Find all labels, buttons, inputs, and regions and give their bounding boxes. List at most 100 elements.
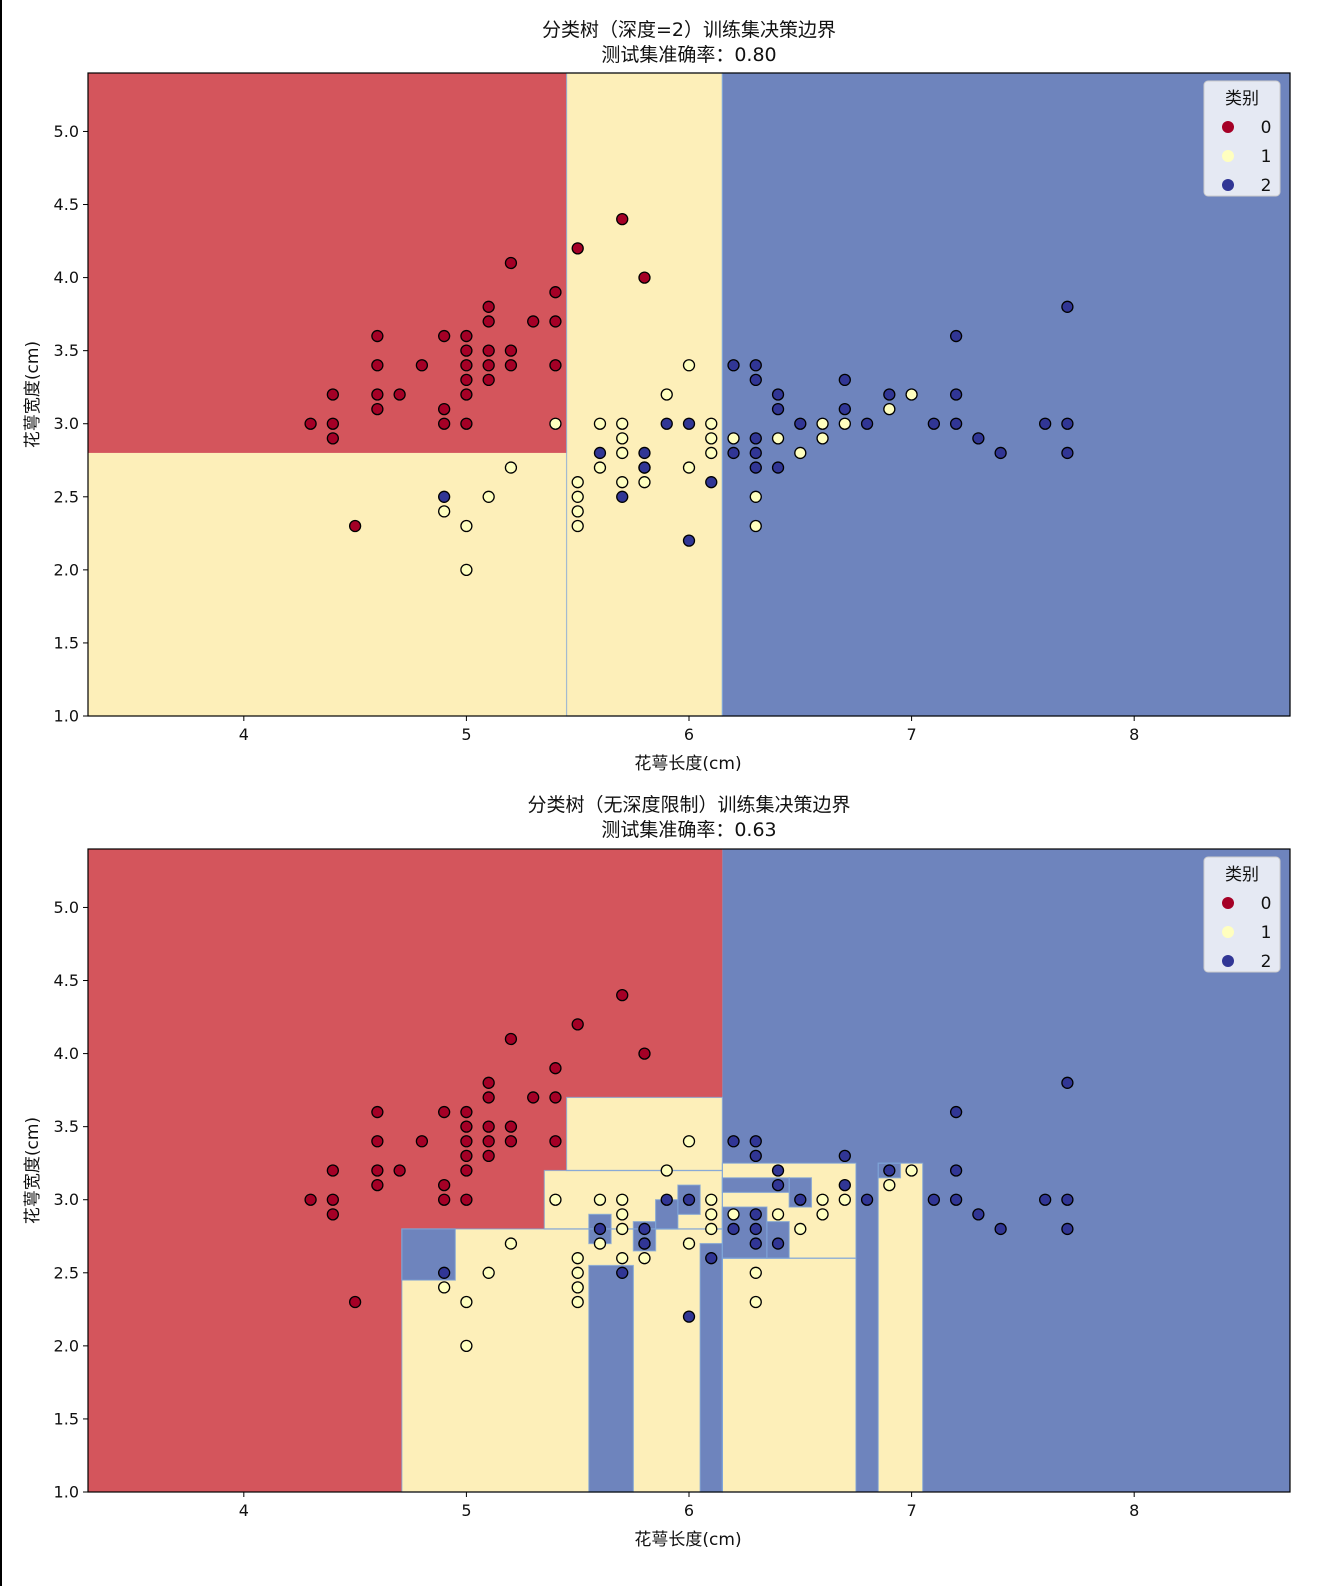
region-class-1 — [878, 1163, 923, 1492]
y-axis-label: 花萼宽度(cm) — [23, 341, 43, 448]
point-class-1 — [905, 388, 918, 401]
point-class-2 — [705, 476, 718, 489]
point-class-0 — [616, 988, 629, 1002]
y-tick-label: 2.0 — [54, 560, 79, 579]
x-tick-label: 6 — [684, 725, 694, 744]
point-class-1 — [749, 1295, 762, 1309]
point-class-0 — [304, 417, 317, 430]
point-class-0 — [393, 1164, 406, 1177]
point-class-2 — [1038, 1193, 1052, 1206]
point-class-2 — [749, 373, 762, 387]
y-tick-label: 3.5 — [54, 1117, 79, 1136]
point-class-2 — [749, 1149, 762, 1163]
point-class-0 — [393, 388, 406, 401]
point-class-0 — [415, 359, 429, 372]
point-class-2 — [1061, 1222, 1074, 1236]
point-class-1 — [682, 1237, 696, 1250]
point-class-2 — [727, 359, 740, 372]
point-class-0 — [504, 359, 518, 372]
point-class-2 — [949, 1105, 963, 1119]
point-class-2 — [660, 417, 673, 430]
point-class-0 — [460, 1105, 473, 1119]
y-tick-label: 3.0 — [54, 414, 79, 433]
point-class-1 — [504, 461, 518, 474]
point-class-2 — [927, 1193, 941, 1206]
y-axis-label: 花萼宽度(cm) — [23, 1117, 43, 1224]
point-class-1 — [549, 417, 562, 430]
point-class-1 — [460, 519, 473, 533]
y-tick-label: 1.5 — [54, 633, 79, 652]
point-class-2 — [794, 417, 807, 430]
region-class-2 — [722, 73, 1290, 716]
point-class-0 — [638, 1047, 651, 1060]
point-class-0 — [482, 359, 495, 372]
point-class-0 — [549, 1135, 562, 1148]
point-class-0 — [460, 344, 473, 357]
point-class-2 — [949, 1193, 963, 1206]
point-class-0 — [482, 300, 495, 313]
point-class-2 — [682, 534, 696, 547]
point-class-2 — [994, 1222, 1007, 1236]
point-class-2 — [727, 1135, 740, 1148]
region-edge — [788, 1177, 813, 1208]
point-class-2 — [749, 432, 762, 445]
point-class-0 — [326, 388, 340, 401]
y-tick-label: 2.0 — [54, 1336, 79, 1355]
point-class-0 — [527, 1091, 540, 1104]
point-class-0 — [437, 329, 451, 343]
point-class-1 — [460, 1339, 473, 1353]
point-class-0 — [460, 1164, 473, 1177]
point-class-0 — [460, 1149, 473, 1163]
point-class-2 — [593, 1222, 607, 1236]
point-class-0 — [437, 1178, 451, 1192]
point-class-2 — [437, 1266, 451, 1279]
x-tick-label: 4 — [239, 725, 249, 744]
point-class-2 — [794, 1193, 807, 1206]
point-class-0 — [482, 344, 495, 357]
region-edge — [766, 1221, 790, 1259]
point-class-1 — [616, 432, 629, 445]
point-class-0 — [348, 519, 362, 533]
y-tick-label: 4.0 — [54, 1044, 79, 1063]
point-class-0 — [482, 1149, 495, 1163]
point-class-2 — [638, 1222, 651, 1236]
point-class-1 — [705, 446, 718, 460]
point-class-0 — [460, 1193, 473, 1206]
point-class-1 — [571, 476, 584, 489]
y-tick-label: 2.5 — [54, 487, 79, 506]
legend: 类别 0 1 2 — [1203, 856, 1281, 973]
point-class-0 — [437, 1105, 451, 1119]
point-class-2 — [771, 1178, 785, 1192]
y-tick-label: 5.0 — [54, 898, 79, 917]
data-points — [304, 988, 1074, 1353]
region-edge — [565, 1096, 723, 1172]
legend-title: 类别 — [1225, 89, 1259, 109]
legend-label-0: 0 — [1261, 118, 1272, 138]
point-class-2 — [1038, 417, 1052, 430]
legend-box — [1203, 80, 1281, 197]
point-class-1 — [549, 1193, 562, 1206]
point-class-1 — [705, 417, 718, 430]
region-class-0 — [88, 73, 567, 453]
legend-marker-0 — [1222, 897, 1234, 909]
point-class-2 — [771, 461, 785, 474]
point-class-1 — [571, 1281, 584, 1294]
point-class-0 — [371, 402, 384, 416]
point-class-2 — [1061, 417, 1074, 430]
legend-box — [1203, 856, 1281, 973]
point-class-2 — [727, 1222, 740, 1236]
y-tick-label: 4.0 — [54, 268, 79, 287]
x-tick-label: 7 — [906, 725, 916, 744]
point-class-0 — [326, 1193, 340, 1206]
chart-subtitle: 测试集准确率：0.63 — [601, 819, 776, 841]
point-class-0 — [504, 1120, 518, 1133]
point-class-2 — [972, 432, 985, 445]
point-class-2 — [771, 1237, 785, 1250]
point-class-1 — [638, 1252, 651, 1265]
point-class-2 — [949, 329, 963, 343]
point-class-1 — [616, 417, 629, 430]
point-class-1 — [705, 1208, 718, 1221]
point-class-1 — [883, 1178, 896, 1192]
point-class-2 — [860, 1193, 874, 1206]
